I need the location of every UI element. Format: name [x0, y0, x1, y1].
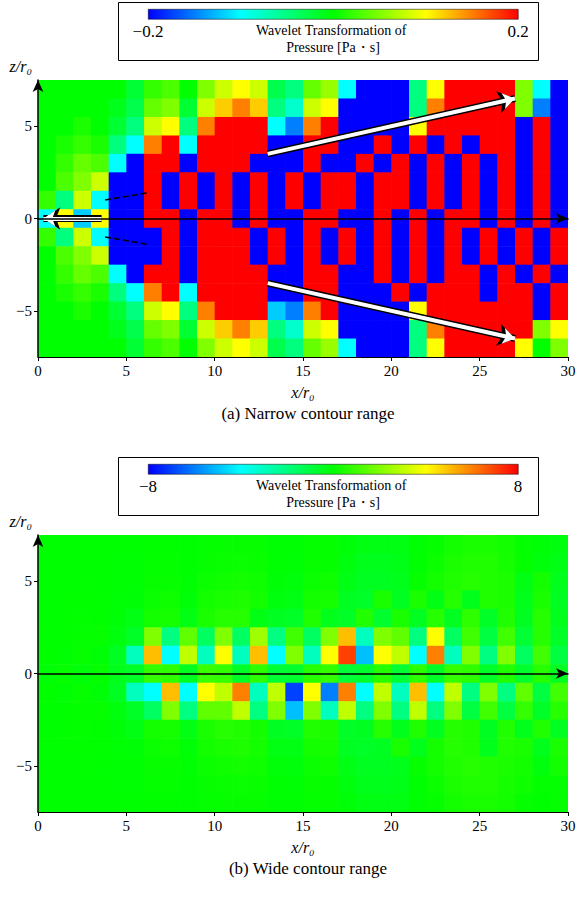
svg-text:(a) Narrow contour range: (a) Narrow contour range	[221, 404, 394, 423]
svg-text:−5: −5	[16, 758, 32, 774]
svg-text:−8: −8	[139, 477, 157, 496]
svg-text:Pressure [Pa・s]: Pressure [Pa・s]	[286, 495, 380, 510]
svg-text:15: 15	[296, 363, 311, 379]
svg-text:10: 10	[207, 818, 222, 834]
svg-text:0: 0	[25, 666, 33, 682]
svg-text:15: 15	[296, 818, 311, 834]
svg-text:5: 5	[25, 118, 33, 134]
svg-text:30: 30	[561, 818, 576, 834]
svg-text:0: 0	[34, 363, 42, 379]
svg-text:Wavelet Transformation of: Wavelet Transformation of	[256, 478, 410, 493]
svg-text:x/r₀: x/r₀	[290, 384, 314, 401]
svg-text:30: 30	[561, 363, 576, 379]
svg-text:Pressure [Pa・s]: Pressure [Pa・s]	[286, 40, 380, 55]
svg-text:Wavelet Transformation of: Wavelet Transformation of	[256, 23, 410, 38]
svg-text:25: 25	[472, 363, 487, 379]
svg-text:5: 5	[123, 363, 131, 379]
svg-text:20: 20	[384, 363, 399, 379]
svg-text:−5: −5	[16, 303, 32, 319]
svg-text:z/r₀: z/r₀	[9, 58, 32, 75]
svg-text:5: 5	[25, 573, 33, 589]
svg-text:(b) Wide contour range: (b) Wide contour range	[229, 859, 387, 878]
svg-text:25: 25	[472, 818, 487, 834]
svg-text:x/r₀: x/r₀	[290, 839, 314, 856]
svg-text:0: 0	[25, 211, 33, 227]
svg-text:20: 20	[384, 818, 399, 834]
svg-text:8: 8	[514, 477, 523, 496]
svg-text:0: 0	[34, 818, 42, 834]
svg-text:5: 5	[123, 818, 131, 834]
svg-text:10: 10	[207, 363, 222, 379]
svg-text:−0.2: −0.2	[133, 22, 164, 41]
svg-text:z/r₀: z/r₀	[9, 513, 32, 530]
svg-text:0.2: 0.2	[507, 22, 528, 41]
